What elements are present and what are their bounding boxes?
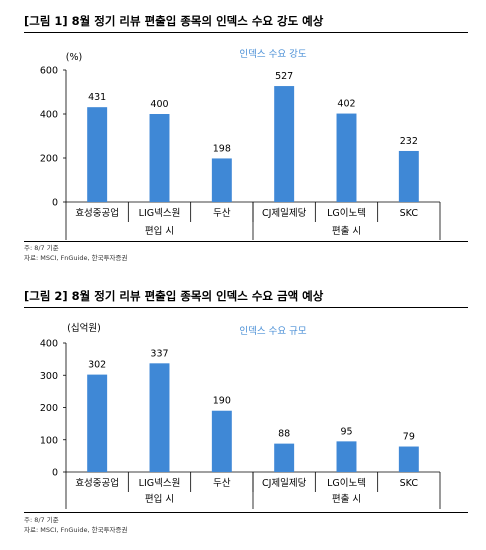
data-label: 302: [88, 360, 106, 371]
category-label: 두산: [213, 478, 231, 489]
data-label: 95: [340, 426, 352, 437]
bottom-rule: [24, 512, 468, 513]
data-label: 232: [400, 136, 418, 147]
bar: [149, 363, 170, 472]
y-tick-label: 200: [40, 154, 58, 165]
bar: [398, 446, 419, 472]
y-tick-label: 0: [52, 468, 58, 479]
bar: [149, 114, 170, 202]
y-tick-label: 100: [40, 435, 58, 446]
bar: [87, 107, 108, 202]
category-label: 효성중공업: [75, 207, 119, 219]
bar: [211, 158, 232, 202]
chart-note: 주: 8/7 기준: [24, 244, 59, 252]
legend-label: 인덱스 수요 강도: [239, 49, 306, 60]
data-label: 88: [278, 429, 290, 440]
figure-title: [그림 1] 8월 정기 리뷰 편출입 종목의 인덱스 수요 강도 예상: [24, 14, 324, 28]
y-tick-label: 200: [40, 403, 58, 414]
category-label: LG이노텍: [327, 208, 366, 219]
category-label: 효성중공업: [75, 477, 119, 489]
bar: [211, 410, 232, 472]
legend-label: 인덱스 수요 규모: [239, 326, 306, 337]
title-rule: [24, 307, 468, 308]
data-label: 402: [337, 99, 355, 110]
bottom-rule: [24, 241, 468, 242]
title-rule: [24, 32, 468, 33]
bar: [398, 150, 419, 202]
group-label: 편출 시: [332, 493, 361, 505]
category-label: SKC: [400, 478, 419, 489]
category-label: CJ제일제당: [262, 208, 307, 219]
y-tick-label: 0: [52, 198, 58, 209]
chart-source: 자료: MSCI, FnGuide, 한국투자증권: [24, 526, 128, 534]
category-label: CJ제일제당: [262, 478, 307, 489]
group-label: 편입 시: [145, 493, 174, 505]
y-axis-unit: (%): [66, 52, 82, 63]
chart-demand-intensity: 0 200 400 600 (%) 인덱스 수요 강도 431 효성중공업 400 LIG넥스원 1…: [40, 49, 441, 240]
data-label: 190: [213, 396, 231, 407]
y-axis-unit: (십억원): [67, 322, 101, 334]
bar: [87, 374, 108, 472]
data-label: 198: [213, 143, 231, 154]
group-label: 편출 시: [332, 225, 361, 237]
chart-source: 자료: MSCI, FnGuide, 한국투자증권: [24, 254, 128, 262]
data-label: 337: [150, 348, 168, 359]
figure-title: [그림 2] 8월 정기 리뷰 편출입 종목의 인덱스 수요 금액 예상: [24, 289, 324, 303]
bar: [274, 443, 295, 472]
y-tick-label: 400: [40, 339, 58, 350]
category-label: SKC: [400, 208, 419, 219]
data-label: 79: [403, 432, 415, 443]
y-tick-label: 300: [40, 371, 58, 382]
y-tick-label: 400: [40, 110, 58, 121]
chart-demand-amount: 0 100 200 300 400 (십억원) 인덱스 수요 규모 302 효성중공업 337 LI…: [40, 322, 441, 509]
bar: [274, 86, 295, 202]
category-label: LIG넥스원: [139, 208, 181, 219]
data-label: 431: [88, 92, 106, 103]
y-tick-label: 600: [40, 66, 58, 77]
bar: [336, 113, 357, 202]
data-label: 400: [150, 99, 168, 110]
group-label: 편입 시: [145, 225, 174, 237]
category-label: 두산: [213, 208, 231, 219]
category-label: LG이노텍: [327, 478, 366, 489]
chart-note: 주: 8/7 기준: [24, 516, 59, 524]
data-label: 527: [275, 71, 293, 82]
category-label: LIG넥스원: [139, 478, 181, 489]
bar: [336, 441, 357, 472]
